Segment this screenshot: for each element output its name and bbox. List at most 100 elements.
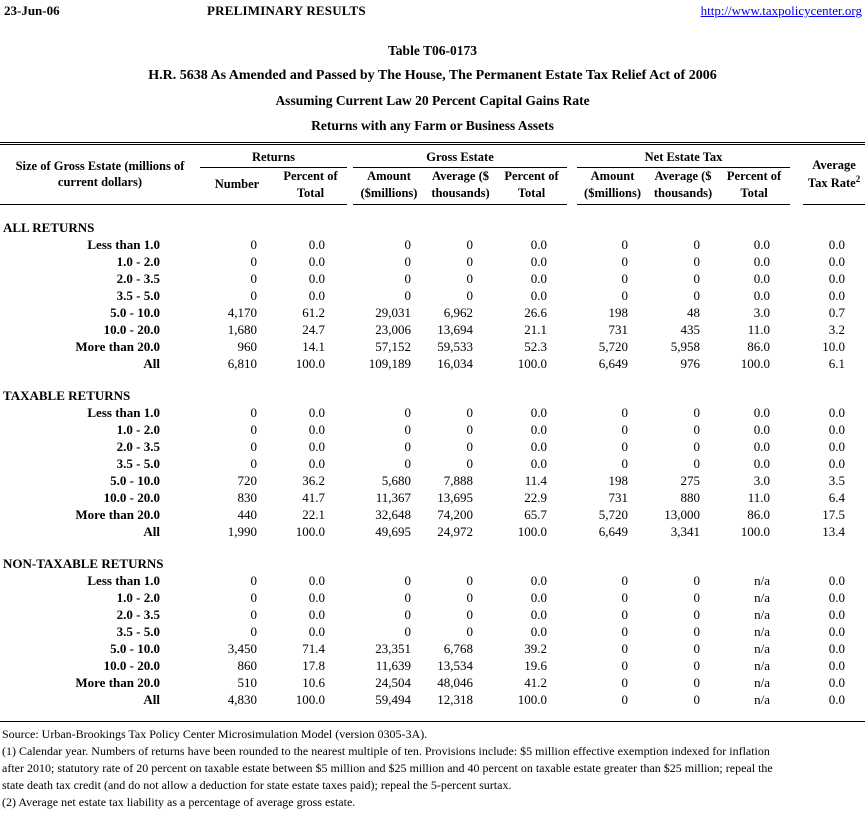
cell-value: 0 xyxy=(693,675,701,690)
cell-value: 0.0 xyxy=(530,590,548,605)
cell-value: 0 xyxy=(466,271,474,286)
cell-value: 11,639 xyxy=(375,658,411,673)
row-label: 1.0 - 2.0 xyxy=(116,590,160,605)
cell-value: 0 xyxy=(404,237,412,252)
column-spacer xyxy=(567,589,577,606)
cell-value: 0 xyxy=(404,405,412,420)
section-header-row: ALL RETURNS xyxy=(0,204,865,236)
column-spacer xyxy=(790,657,803,674)
cell-value: 22.1 xyxy=(302,507,325,522)
estate-tax-table: Size of Gross Estate (millions of curren… xyxy=(0,145,865,708)
cell-value: 0 xyxy=(404,456,412,471)
cell-value: 19.6 xyxy=(524,658,548,673)
column-spacer xyxy=(790,589,803,606)
cell-value: 0 xyxy=(621,405,629,420)
row-label: All xyxy=(143,692,160,707)
column-spacer xyxy=(567,287,577,304)
cell-value: 3,450 xyxy=(227,641,257,656)
table-row: Less than 1.0 0 0.0 0 0 0.0 0 0 n/a 0.0 xyxy=(0,572,865,589)
table-row: All 4,830 100.0 59,494 12,318 100.0 0 0 n/a 0.0 xyxy=(0,691,865,708)
cell-value: 7,888 xyxy=(443,473,473,488)
cell-value: 3.5 xyxy=(828,473,846,488)
cell-value: 0 xyxy=(621,573,629,588)
cell-value: 0 xyxy=(621,641,629,656)
cell-value: 0 xyxy=(466,439,474,454)
row-label: 3.5 - 5.0 xyxy=(116,288,160,303)
column-spacer xyxy=(790,674,803,691)
row-label: 3.5 - 5.0 xyxy=(116,624,160,639)
cell-value: 32,648 xyxy=(375,507,411,522)
cell-value: 0 xyxy=(404,607,412,622)
cell-value: 1,680 xyxy=(227,322,257,337)
cell-value: 6,962 xyxy=(443,305,473,320)
cell-value: 0.0 xyxy=(753,254,771,269)
row-label: 10.0 - 20.0 xyxy=(103,658,160,673)
row-label: 5.0 - 10.0 xyxy=(110,305,160,320)
column-header-gross-estate-percent-of-total: Percent of Total xyxy=(496,167,568,205)
cell-value: 0 xyxy=(621,456,629,471)
table-number: Table T06-0173 xyxy=(388,43,477,58)
column-spacer xyxy=(790,145,803,204)
cell-value: n/a xyxy=(754,607,771,622)
cell-value: 23,351 xyxy=(375,641,411,656)
cell-value: 0.0 xyxy=(828,624,846,639)
cell-value: 0.0 xyxy=(753,439,771,454)
cell-value: 0.0 xyxy=(530,624,548,639)
cell-value: 52.3 xyxy=(524,339,548,354)
cell-value: 59,494 xyxy=(375,692,411,707)
cell-value: 0 xyxy=(466,573,474,588)
table-row: More than 20.0 440 22.1 32,648 74,200 65.7 5,7… xyxy=(0,506,865,523)
cell-value: 0.0 xyxy=(530,405,548,420)
cell-value: 0.0 xyxy=(828,237,846,252)
cell-value: 0 xyxy=(693,271,701,286)
cell-value: 1,990 xyxy=(227,524,257,539)
cell-value: n/a xyxy=(754,590,771,605)
cell-value: 0.0 xyxy=(753,422,771,437)
table-row: 1.0 - 2.0 0 0.0 0 0 0.0 0 0 0.0 0.0 xyxy=(0,253,865,270)
column-header-net-estate-tax-amount: Amount ($millions) xyxy=(577,167,649,205)
column-header-net-estate-tax-average: Average ($ thousands) xyxy=(648,167,719,205)
cell-value: 100.0 xyxy=(517,692,548,707)
source-note: Source: Urban-Brookings Tax Policy Cente… xyxy=(2,727,428,741)
cell-value: 0 xyxy=(693,288,701,303)
cell-value: 0 xyxy=(693,456,701,471)
column-header-gross-estate-average: Average ($ thousands) xyxy=(425,167,496,205)
cell-value: 3.0 xyxy=(753,305,771,320)
cell-value: 16,034 xyxy=(437,356,473,371)
cell-value: 976 xyxy=(680,356,701,371)
cell-value: 3.0 xyxy=(753,473,771,488)
cell-value: 3.2 xyxy=(828,322,846,337)
title-assumption: Assuming Current Law 20 Percent Capital … xyxy=(275,93,590,108)
table-row: More than 20.0 510 10.6 24,504 48,046 41.2 0 0 n… xyxy=(0,674,865,691)
cell-value: 0.0 xyxy=(308,456,325,471)
section-header-row: TAXABLE RETURNS xyxy=(0,372,865,404)
cell-value: 0.0 xyxy=(308,624,325,639)
column-spacer xyxy=(567,404,577,421)
cell-value: 0 xyxy=(693,439,701,454)
cell-value: 36.2 xyxy=(302,473,325,488)
table-row: Less than 1.0 0 0.0 0 0 0.0 0 0 0.0 0.0 xyxy=(0,236,865,253)
cell-value: 0 xyxy=(621,271,629,286)
cell-value: 24.7 xyxy=(302,322,325,337)
column-spacer xyxy=(790,623,803,640)
cell-value: 0 xyxy=(693,422,701,437)
column-spacer xyxy=(790,691,803,708)
sub-header-row: Number Percent of Total Amount ($million… xyxy=(0,167,865,205)
cell-value: 0.0 xyxy=(753,456,771,471)
table-row: 10.0 - 20.0 1,680 24.7 23,006 13,694 21.1 731 4… xyxy=(0,321,865,338)
column-spacer xyxy=(567,253,577,270)
row-label: 5.0 - 10.0 xyxy=(110,473,160,488)
cell-value: 0 xyxy=(250,254,258,269)
cell-value: 11.0 xyxy=(747,490,771,505)
cell-value: 0 xyxy=(621,590,629,605)
row-label: Less than 1.0 xyxy=(87,237,160,252)
column-spacer xyxy=(790,472,803,489)
cell-value: 0 xyxy=(250,573,258,588)
cell-value: 0.0 xyxy=(308,607,325,622)
cell-value: 0 xyxy=(693,590,701,605)
cell-value: 0.0 xyxy=(308,288,325,303)
taxpolicycenter-link[interactable]: http://www.taxpolicycenter.org xyxy=(700,3,862,18)
cell-value: 6.1 xyxy=(828,356,846,371)
cell-value: 0 xyxy=(466,288,474,303)
column-spacer xyxy=(790,523,803,540)
